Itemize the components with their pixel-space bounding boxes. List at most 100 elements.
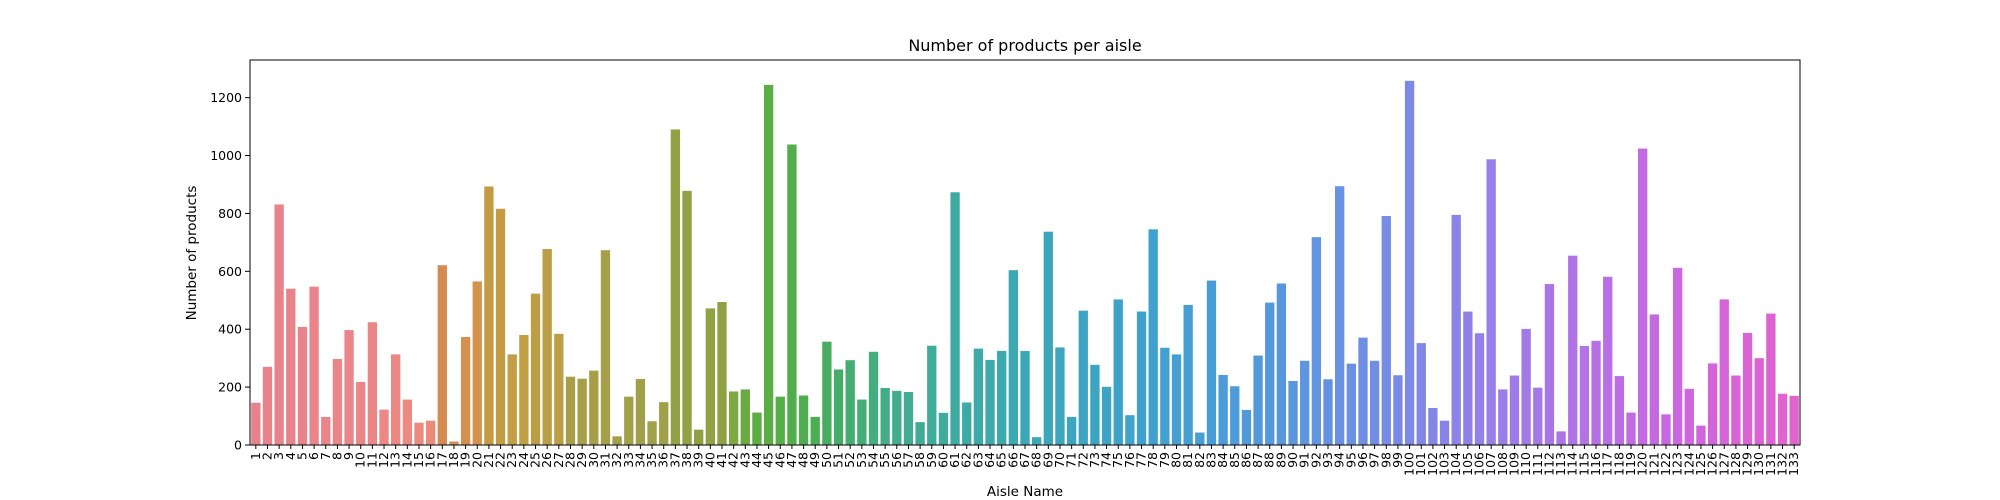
x-tick-label-122: 122 [1658, 452, 1673, 476]
x-tick-label-91: 91 [1297, 452, 1312, 468]
x-tick-label-130: 130 [1751, 452, 1766, 476]
y-axis: 0 200 400 600 800 1000 1200 [210, 90, 250, 453]
bar-53 [857, 399, 867, 445]
bar-131 [1766, 313, 1776, 445]
bar-118 [1614, 376, 1625, 445]
x-tick-label-22: 22 [493, 452, 508, 468]
x-tick-label-26: 26 [539, 452, 554, 468]
bar-47 [787, 144, 797, 445]
x-tick-label-87: 87 [1250, 452, 1265, 468]
bar-35 [647, 421, 657, 445]
x-tick-label-63: 63 [970, 452, 985, 468]
bar-9 [344, 330, 354, 445]
x-tick-label-83: 83 [1203, 452, 1218, 468]
x-tick-label-19: 19 [458, 452, 473, 468]
x-tick-label-54: 54 [866, 452, 881, 468]
x-tick-label-47: 47 [784, 452, 799, 468]
bar-39 [694, 429, 704, 445]
bar-34 [635, 379, 646, 445]
x-tick-label-86: 86 [1238, 452, 1253, 468]
x-tick-label-66: 66 [1005, 452, 1020, 468]
x-tick-label-56: 56 [889, 452, 904, 468]
x-tick-label-29: 29 [574, 452, 589, 468]
bar-41 [717, 302, 727, 445]
bar-40 [705, 308, 715, 445]
x-tick-label-103: 103 [1437, 452, 1452, 476]
x-tick-label-114: 114 [1565, 452, 1580, 476]
bar-74 [1101, 386, 1112, 445]
x-tick-label-110: 110 [1518, 452, 1533, 476]
x-tick-label-68: 68 [1029, 452, 1044, 468]
bar-121 [1649, 314, 1659, 445]
x-tick-label-36: 36 [656, 452, 671, 468]
bar-71 [1066, 416, 1077, 445]
bar-109 [1509, 375, 1520, 445]
bar-107 [1486, 159, 1496, 446]
bar-15 [414, 422, 424, 445]
x-tick-label-76: 76 [1122, 452, 1137, 468]
x-tick-label-4: 4 [283, 452, 298, 460]
bar-51 [833, 369, 844, 445]
x-tick-label-38: 38 [679, 452, 694, 468]
x-tick-label-105: 105 [1460, 452, 1475, 476]
x-tick-label-124: 124 [1681, 452, 1696, 476]
bar-56 [892, 390, 902, 445]
x-tick-label-99: 99 [1390, 452, 1405, 468]
bar-103 [1439, 420, 1450, 445]
bar-91 [1300, 360, 1310, 445]
bar-123 [1672, 267, 1683, 445]
bar-14 [402, 399, 412, 445]
bar-64 [985, 359, 995, 445]
bar-16 [425, 420, 436, 445]
bar-18 [449, 441, 459, 445]
y-tick-label-0: 0 [234, 438, 242, 453]
x-tick-label-44: 44 [749, 452, 764, 468]
bar-100 [1404, 80, 1415, 445]
bar-116 [1591, 340, 1601, 445]
bar-62 [962, 402, 972, 445]
bar-12 [379, 409, 389, 445]
bar-126 [1707, 363, 1718, 445]
bar-133 [1789, 395, 1799, 445]
x-tick-label-20: 20 [469, 452, 484, 468]
bar-102 [1428, 407, 1438, 445]
x-tick-label-97: 97 [1367, 452, 1382, 468]
bar-127 [1719, 299, 1729, 445]
x-tick-label-107: 107 [1483, 452, 1498, 476]
x-tick-label-123: 123 [1670, 452, 1685, 476]
x-tick-label-16: 16 [423, 452, 438, 468]
x-tick-label-71: 71 [1064, 452, 1079, 468]
bar-55 [880, 387, 890, 445]
x-tick-label-106: 106 [1472, 452, 1487, 476]
bar-32 [612, 436, 622, 445]
bar-24 [519, 335, 529, 445]
chart-title: Number of products per aisle [908, 36, 1141, 55]
x-tick-label-113: 113 [1553, 452, 1568, 476]
x-tick-label-104: 104 [1448, 452, 1463, 476]
bar-104 [1451, 214, 1461, 445]
bar-22 [495, 208, 506, 445]
bar-61 [950, 192, 960, 445]
x-tick-label-34: 34 [632, 452, 647, 468]
x-tick-label-18: 18 [446, 452, 461, 468]
bar-25 [530, 293, 541, 445]
bar-29 [577, 378, 587, 445]
bar-60 [938, 412, 949, 445]
bar-49 [810, 416, 820, 445]
bar-19 [460, 337, 471, 445]
x-tick-label-42: 42 [726, 452, 741, 468]
y-tick-label-1200: 1200 [210, 90, 242, 105]
bar-13 [391, 354, 401, 445]
bar-85 [1230, 386, 1240, 445]
x-tick-label-81: 81 [1180, 452, 1195, 468]
bar-72 [1078, 310, 1088, 445]
x-tick-label-94: 94 [1332, 452, 1347, 468]
x-tick-label-92: 92 [1308, 452, 1323, 468]
x-tick-label-61: 61 [947, 452, 962, 468]
x-tick-label-132: 132 [1775, 452, 1790, 476]
bar-87 [1253, 355, 1263, 445]
x-tick-label-115: 115 [1576, 452, 1591, 476]
x-tick-label-9: 9 [341, 452, 356, 460]
bar-81 [1183, 304, 1193, 445]
